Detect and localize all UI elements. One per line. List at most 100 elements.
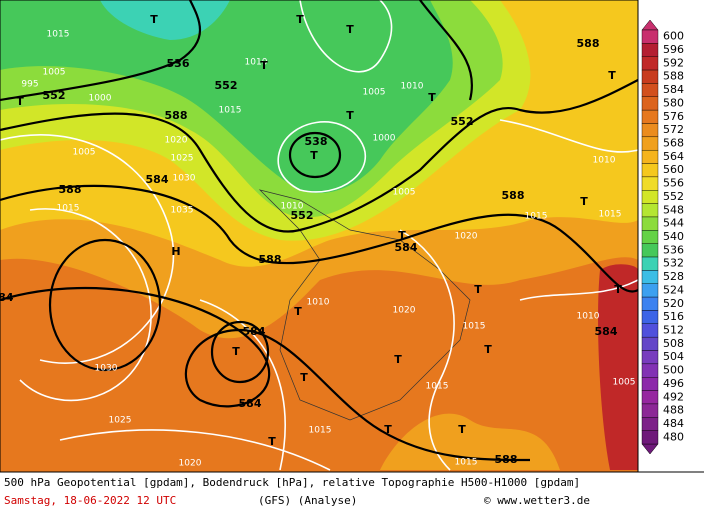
legend-label: 492	[663, 390, 684, 403]
legend-label: 548	[663, 203, 684, 216]
legend-label: 496	[663, 377, 684, 390]
pressure-label: 1030	[173, 174, 196, 184]
legend-swatch	[641, 417, 659, 431]
pressure-center-symbol: T	[232, 345, 240, 358]
pressure-center-symbol: T	[260, 59, 268, 72]
legend-arrow-bottom	[641, 443, 659, 455]
band-592	[598, 264, 638, 470]
pressure-label: 1005	[363, 88, 386, 98]
pressure-center-symbol: T	[394, 353, 402, 366]
legend-label: 600	[663, 30, 684, 43]
contour-label: 584	[595, 325, 618, 338]
contour-label: 588	[502, 189, 525, 202]
legend-arrow-top	[641, 19, 659, 31]
footer-credit: © www.wetter3.de	[484, 494, 590, 507]
legend-label: 552	[663, 190, 684, 203]
pressure-label: 1010	[245, 58, 268, 68]
pressure-center-symbol: T	[458, 423, 466, 436]
color-legend: 6005965925885845805765725685645605565525…	[641, 19, 684, 455]
legend-swatch	[641, 323, 659, 338]
pressure-label: 1015	[309, 426, 332, 436]
legend-label: 588	[663, 70, 684, 83]
pressure-center-symbol: T	[580, 195, 588, 208]
contour-label: 588	[495, 453, 518, 466]
legend-label: 556	[663, 177, 684, 190]
pressure-label: 1015	[57, 204, 80, 214]
pressure-label: 1000	[373, 134, 396, 144]
legend-label: 480	[663, 430, 684, 443]
pressure-label: 1010	[593, 156, 616, 166]
legend-swatch	[641, 377, 659, 391]
pressure-label: 1020	[179, 459, 202, 469]
pressure-label: 1030	[95, 364, 118, 374]
legend-swatch	[641, 190, 659, 204]
pressure-label: 1025	[171, 154, 194, 164]
pressure-label: 1005	[73, 148, 96, 158]
legend-swatch	[641, 136, 659, 151]
legend-swatch	[641, 29, 659, 44]
pressure-center-symbol: T	[346, 109, 354, 122]
legend-swatch	[641, 69, 659, 84]
legend-swatch	[641, 256, 659, 271]
footer-model: (GFS) (Analyse)	[258, 494, 357, 507]
pressure-center-symbol: T	[268, 435, 276, 448]
pressure-label: 1005	[393, 188, 416, 198]
legend-swatch	[641, 430, 659, 445]
pressure-label: 1015	[47, 30, 70, 40]
legend-label: 528	[663, 270, 684, 283]
legend-label: 596	[663, 43, 684, 56]
contour-label: 584	[146, 173, 169, 186]
contour-label: 584	[239, 397, 262, 410]
pressure-label: 1015	[455, 458, 478, 468]
legend-swatch	[641, 283, 659, 298]
legend-label: 576	[663, 110, 684, 123]
contour-label: 588	[59, 183, 82, 196]
legend-swatch	[641, 123, 659, 138]
contour-label: 552	[451, 115, 474, 128]
band-568-south	[380, 413, 560, 470]
contour-label: 584	[0, 291, 14, 304]
legend-swatch	[641, 203, 659, 218]
legend-swatch	[641, 336, 659, 351]
contour-label: 536	[167, 57, 190, 70]
pressure-label: 1005	[613, 378, 636, 388]
legend-label: 488	[663, 404, 684, 417]
legend-label: 572	[663, 123, 684, 136]
pressure-center-symbol: T	[300, 371, 308, 384]
legend-label: 592	[663, 56, 684, 69]
legend-label: 504	[663, 350, 684, 363]
contour-label: 588	[577, 37, 600, 50]
contour-label: 588	[259, 253, 282, 266]
legend-swatch	[641, 216, 659, 231]
contour-label: 552	[43, 89, 66, 102]
band-536	[0, 0, 453, 194]
legend-swatch	[641, 163, 659, 178]
pressure-center-symbol: H	[171, 245, 180, 258]
band-532	[100, 0, 230, 40]
contour-label: 538	[305, 135, 328, 148]
isobars	[0, 0, 638, 471]
legend-swatch	[641, 310, 659, 325]
contour-label: 584	[243, 325, 266, 338]
pressure-center-symbol: T	[428, 91, 436, 104]
pressure-label: 1005	[43, 68, 66, 78]
contour-label: 588	[165, 109, 188, 122]
legend-label: 524	[663, 283, 684, 296]
pressure-center-symbol: T	[484, 343, 492, 356]
pressure-center-symbol: T	[294, 305, 302, 318]
pressure-center-symbol: T	[150, 13, 158, 26]
legend-swatch	[641, 243, 659, 258]
legend-swatch	[641, 149, 659, 164]
legend-swatch	[641, 270, 659, 284]
legend-label: 544	[663, 217, 684, 230]
contour-label: 552	[215, 79, 238, 92]
legend-label: 540	[663, 230, 684, 243]
legend-label: 520	[663, 297, 684, 310]
pressure-label: 1010	[577, 312, 600, 322]
legend-swatch	[641, 96, 659, 111]
pressure-label: 1010	[281, 202, 304, 212]
map	[0, 0, 638, 472]
legend-label: 500	[663, 364, 684, 377]
legend-swatch	[641, 296, 659, 311]
pressure-center-symbol: T	[296, 13, 304, 26]
